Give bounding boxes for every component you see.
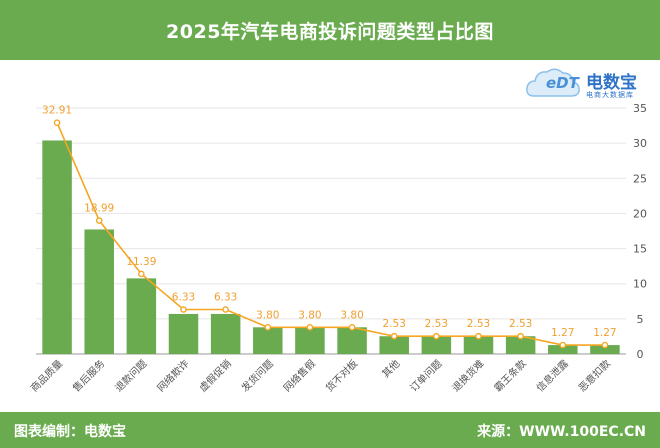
line-point [95,217,103,224]
x-tick-label: 虚假促销 [196,357,233,394]
x-tick-label: 售后服务 [70,357,107,394]
bar [295,327,325,354]
cloud-icon [526,68,580,97]
x-tick-label: 退款问题 [112,357,149,394]
bar [379,336,409,354]
x-tick-label: 发货问题 [238,357,275,394]
footer-credit: 图表编制：电数宝 [14,424,126,440]
logo-tagline: 电商大数据库 [586,91,634,99]
bar [505,336,536,354]
bar [548,345,578,354]
bar [42,140,72,354]
x-tick-label: 退换货难 [449,357,486,394]
chart-title: 2025年汽车电商投诉问题类型占比图 [166,20,494,43]
bar [337,327,367,354]
y-tick-label: 15 [633,243,647,256]
y-tick-label: 10 [633,278,647,291]
line-point [433,332,440,340]
data-label: 11.39 [126,256,156,268]
data-label: 2.53 [467,318,490,330]
footer-source: 来源：WWW.100EC.CN [477,424,646,440]
chart-plot: 0 5 10 15 20 25 30 35 32.91 18.99 11.39 6.33 6.33 3.8… [28,102,647,394]
y-tick-label: 0 [637,348,644,361]
data-label: 2.53 [425,318,448,330]
data-label: 3.80 [340,309,363,321]
bar [168,313,199,354]
line-point [348,323,356,331]
bar [421,336,452,354]
logo-brand: 电数宝 [586,73,637,93]
line-point [138,270,145,278]
line-point [390,332,398,340]
bar [253,327,283,354]
bar [590,345,620,354]
line-point [517,332,524,340]
logo-mark: eDT [546,74,579,92]
line-point [306,323,314,331]
x-tick-label: 订单问题 [407,357,444,394]
line-point [475,332,482,340]
line-point [53,119,61,126]
line-point [601,341,609,349]
y-tick-label: 5 [637,313,644,326]
data-label: 6.33 [172,292,195,304]
data-label: 1.27 [593,327,616,339]
y-tick-label: 30 [633,137,647,150]
chart-title-bar: 2025年汽车电商投诉问题类型占比图 [0,0,660,60]
brand-logo: eDT 电数宝 电商大数据库 [524,60,654,104]
data-label: 2.53 [509,318,532,330]
data-label: 1.27 [551,327,574,339]
data-label: 6.33 [214,292,237,304]
bar [463,336,494,354]
y-tick-label: 25 [633,172,647,185]
x-tick-label: 网络售假 [281,357,318,394]
data-label: 32.91 [42,105,72,117]
data-label: 18.99 [84,203,114,215]
data-label: 3.80 [256,309,279,321]
bar [84,229,114,354]
data-label: 3.80 [298,309,321,321]
bar [126,278,157,354]
x-tick-label: 恶意扣款 [576,357,613,394]
y-tick-label: 20 [633,207,647,220]
footer-bar: 图表编制：电数宝 来源：WWW.100EC.CN [0,412,660,448]
bar [210,313,241,354]
line-point [180,306,187,313]
x-tick-label: 网络欺诈 [154,357,191,394]
x-tick-label: 其他 [379,357,402,380]
series-line [56,122,605,346]
x-tick-label: 信息泄露 [533,357,570,394]
data-label: 2.53 [383,318,406,330]
line-point [222,306,229,313]
y-tick-label: 35 [633,102,647,115]
x-tick-label: 商品质量 [28,357,65,394]
x-tick-label: 货不对板 [323,357,360,394]
line-point [559,341,567,349]
line-point [264,323,272,331]
x-tick-label: 霸王条款 [491,357,528,394]
